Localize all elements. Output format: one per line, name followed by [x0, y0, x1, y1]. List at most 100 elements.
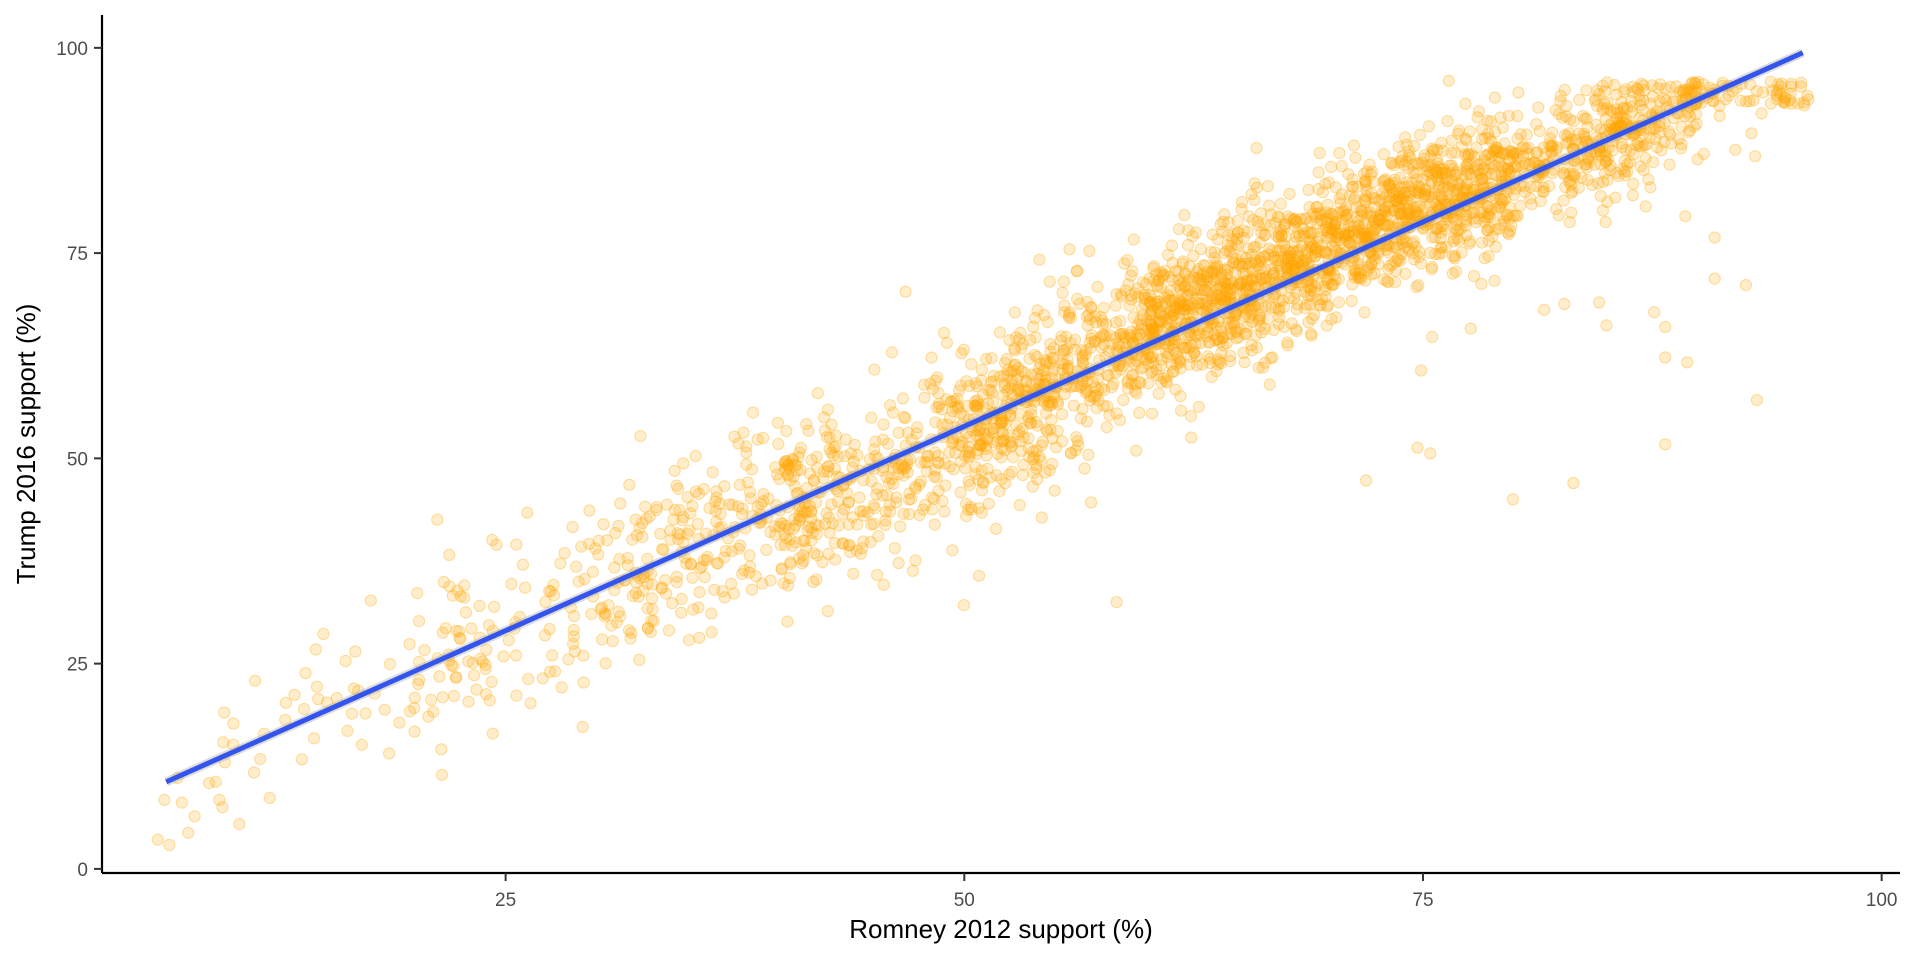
scatter-point [1155, 376, 1168, 389]
scatter-point [913, 478, 926, 491]
scatter-point [295, 753, 309, 766]
scatter-point [982, 384, 995, 397]
scatter-point [1298, 302, 1311, 315]
scatter-point [844, 447, 858, 460]
scatter-point [1047, 352, 1060, 365]
scatter-point [803, 500, 817, 513]
scatter-point [1121, 382, 1134, 395]
scatter-point [1142, 288, 1156, 301]
scatter-point [1125, 325, 1138, 338]
scatter-point [774, 538, 787, 551]
scatter-point [975, 484, 989, 497]
scatter-point [435, 743, 448, 756]
scatter-point [1593, 296, 1606, 309]
scatter-point [1135, 303, 1149, 316]
scatter-point [1792, 97, 1805, 110]
scatter-point [634, 430, 647, 443]
scatter-point [1062, 311, 1076, 324]
scatter-point [936, 495, 949, 508]
scatter-point [1061, 362, 1075, 375]
scatter-point [1071, 264, 1084, 277]
scatter-point [1739, 279, 1753, 292]
scatter-point [997, 389, 1010, 402]
scatter-point [482, 619, 495, 632]
scatter-point [909, 480, 922, 493]
scatter-point [1095, 314, 1109, 327]
scatter-point [1124, 269, 1138, 282]
scatter-point [408, 702, 421, 715]
scatter-point [1015, 342, 1028, 355]
scatter-point [1031, 419, 1044, 432]
scatter-point [991, 435, 1004, 448]
scatter-point [897, 507, 910, 520]
scatter-point [1001, 384, 1014, 397]
scatter-point [896, 392, 910, 405]
scatter-point [1064, 336, 1077, 350]
scatter-point [1085, 329, 1098, 342]
scatter-point [1000, 352, 1013, 366]
scatter-point [1290, 323, 1303, 336]
x-tick-label: 75 [1412, 890, 1433, 911]
scatter-point [1291, 226, 1305, 239]
scatter-point [1411, 441, 1424, 454]
scatter-point [213, 793, 226, 807]
scatter-point [743, 486, 757, 499]
scatter-point [1182, 341, 1196, 354]
scatter-point [1441, 115, 1454, 128]
scatter-point [695, 560, 708, 573]
scatter-point [1130, 329, 1143, 342]
scatter-point [973, 424, 986, 437]
scatter-point [1142, 377, 1155, 390]
scatter-point [660, 587, 673, 600]
scatter-point [1328, 218, 1342, 231]
scatter-point [592, 548, 605, 561]
scatter-point [981, 397, 995, 410]
scatter-point [510, 689, 523, 702]
scatter-point [1424, 447, 1437, 460]
scatter-point [1131, 355, 1144, 368]
scatter-point [1058, 358, 1071, 371]
scatter-point [1380, 275, 1394, 288]
scatter-point [1302, 183, 1315, 196]
scatter-point [1659, 438, 1672, 451]
scatter-point [732, 437, 745, 450]
scatter-point [933, 397, 946, 410]
scatter-point [592, 534, 605, 548]
scatter-point [1802, 93, 1815, 106]
scatter-point [675, 592, 688, 606]
scatter-point [1469, 170, 1483, 183]
scatter-point [254, 753, 267, 766]
scatter-point [427, 705, 440, 718]
scatter-point [798, 534, 811, 548]
scatter-point [677, 510, 690, 524]
scatter-point [1245, 338, 1258, 352]
scatter-point [1442, 74, 1455, 87]
scatter-point [436, 691, 449, 704]
scatter-point [703, 502, 716, 515]
scatter-point [458, 591, 471, 604]
scatter-point [1360, 474, 1373, 487]
scatter-point [957, 599, 971, 612]
scatter-point [597, 518, 610, 531]
scatter-point [705, 626, 718, 639]
scatter-point [757, 495, 770, 508]
scatter-point [1074, 412, 1088, 425]
scatter-point [787, 522, 801, 535]
scatter-point [1041, 399, 1054, 412]
scatter-point [887, 461, 900, 474]
scatter-point [497, 650, 510, 663]
scatter-point [1119, 284, 1132, 297]
scatter-point [1435, 136, 1448, 149]
scatter-point [606, 635, 619, 648]
scatter-point [1596, 204, 1610, 217]
scatter-point [732, 542, 745, 555]
scatter-point [980, 442, 993, 456]
scatter-point [886, 406, 900, 419]
scatter-point [718, 591, 731, 604]
scatter-point [1132, 318, 1145, 331]
scatter-point [698, 571, 711, 584]
scatter-point [960, 375, 973, 388]
scatter-point [1035, 511, 1048, 524]
scatter-point [1081, 295, 1094, 309]
scatter-point [1139, 291, 1152, 304]
